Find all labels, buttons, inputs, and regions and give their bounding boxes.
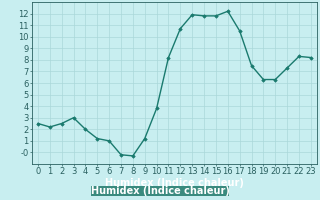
Text: Humidex (Indice chaleur): Humidex (Indice chaleur) <box>91 186 229 196</box>
X-axis label: Humidex (Indice chaleur): Humidex (Indice chaleur) <box>105 178 244 188</box>
